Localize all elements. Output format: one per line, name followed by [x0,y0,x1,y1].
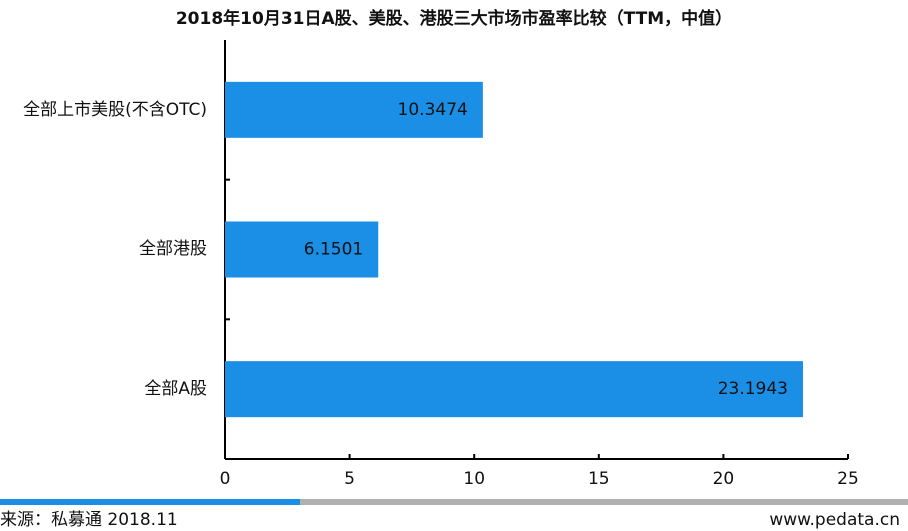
chart-title: 2018年10月31日A股、美股、港股三大市场市盈率比较（TTM，中值） [176,8,732,29]
bar [225,221,379,278]
footer-bar [0,499,300,505]
source: 来源：私募通 2018.11 [0,510,178,530]
x-tick-label: 20 [713,469,735,489]
value-label: 6.1501 [304,240,363,260]
x-tick-label: 0 [220,469,231,489]
y-tick-label: 全部A股 [144,378,207,399]
y-tick-label: 全部港股 [139,239,207,260]
category-label-box: 全部上市美股(不含OTC) [23,99,207,120]
y-tick-label: 全部上市美股(不含OTC) [23,99,207,120]
x-tick-label: 25 [837,469,859,489]
bar [225,361,804,418]
value-label: 10.3474 [398,100,468,120]
category-label-box: 全部A股 [144,378,207,399]
footer-bar [300,499,908,505]
x-tick-label: 5 [344,469,355,489]
website: www.pedata.cn [769,510,900,530]
bar [225,81,483,138]
value-label: 23.1943 [718,379,788,399]
category-label-box: 全部港股 [139,239,207,260]
x-tick-label: 10 [463,469,485,489]
x-tick-label: 15 [588,469,610,489]
